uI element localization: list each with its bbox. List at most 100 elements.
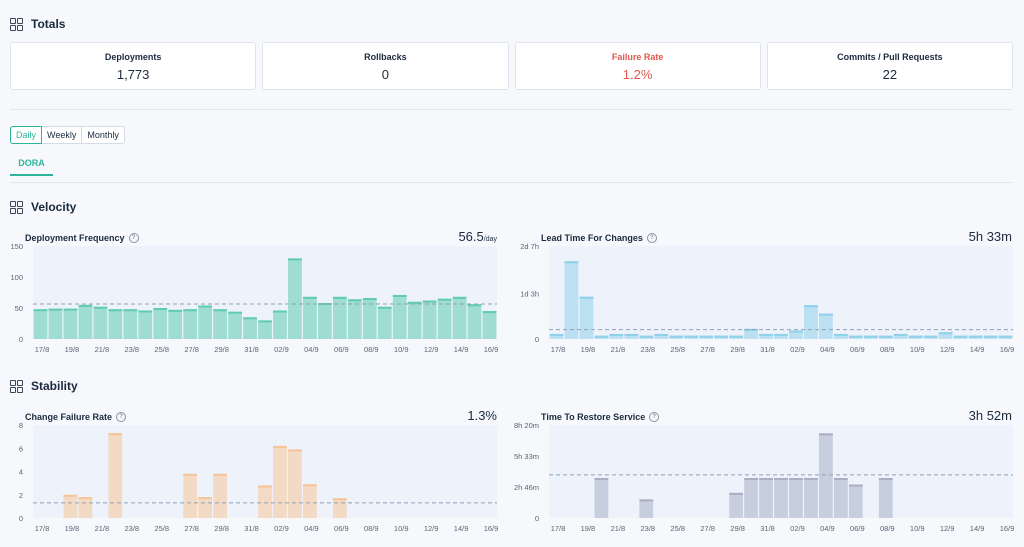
bar-cap — [332, 498, 347, 501]
stability-header: Stability — [10, 379, 78, 393]
x-tick-label: 04/9 — [820, 524, 835, 533]
bar[interactable] — [549, 333, 564, 339]
bar[interactable] — [878, 478, 893, 518]
bar[interactable] — [332, 498, 347, 518]
period-daily[interactable]: Daily — [10, 126, 43, 144]
bar[interactable] — [654, 333, 669, 339]
bar[interactable] — [33, 309, 48, 339]
bar[interactable] — [819, 313, 833, 339]
bar[interactable] — [168, 309, 183, 339]
bar-cap — [138, 310, 153, 313]
bar-cap — [759, 333, 773, 336]
help-icon[interactable]: ? — [649, 412, 660, 422]
bar[interactable] — [467, 304, 482, 339]
bar[interactable] — [63, 308, 78, 339]
bar[interactable] — [482, 311, 497, 339]
bar[interactable] — [789, 330, 803, 339]
help-icon[interactable]: ? — [128, 233, 139, 243]
bar[interactable] — [579, 296, 594, 339]
bar[interactable] — [273, 310, 287, 339]
bar[interactable] — [288, 258, 302, 339]
bar[interactable] — [362, 298, 377, 339]
y-tick-label: 2h 46m — [514, 483, 539, 492]
bar[interactable] — [407, 301, 422, 339]
bar[interactable] — [624, 333, 639, 339]
bar[interactable] — [153, 308, 168, 339]
bar-cap — [774, 478, 788, 481]
bar[interactable] — [804, 305, 818, 339]
bar[interactable] — [437, 298, 452, 339]
bar[interactable] — [123, 309, 138, 339]
bar-cap — [437, 298, 452, 301]
x-tick-label: 16/9 — [1000, 524, 1015, 533]
bar[interactable] — [48, 308, 63, 339]
bar[interactable] — [183, 309, 198, 339]
bar[interactable] — [893, 333, 908, 339]
bar[interactable] — [819, 433, 833, 518]
bar[interactable] — [303, 484, 317, 518]
bar[interactable] — [639, 499, 654, 518]
bar[interactable] — [452, 296, 467, 339]
bar[interactable] — [422, 300, 437, 339]
bar[interactable] — [804, 478, 818, 518]
bar[interactable] — [228, 311, 242, 339]
bar[interactable] — [392, 294, 407, 339]
bar[interactable] — [332, 296, 347, 339]
bar[interactable] — [108, 433, 123, 518]
bar[interactable] — [93, 306, 108, 339]
bar[interactable] — [774, 333, 788, 339]
bar[interactable] — [774, 478, 788, 518]
bar[interactable] — [609, 333, 624, 339]
bar[interactable] — [744, 328, 758, 339]
card-value: 22 — [882, 67, 898, 82]
x-tick-label: 16/9 — [484, 524, 499, 533]
bar[interactable] — [759, 333, 773, 339]
bar[interactable] — [108, 309, 123, 339]
bar[interactable] — [848, 484, 863, 518]
bar-cap — [258, 485, 272, 488]
bar[interactable] — [377, 306, 392, 339]
bar[interactable] — [273, 445, 287, 518]
bar[interactable] — [78, 497, 93, 518]
bar[interactable] — [138, 310, 153, 339]
bar-cap — [669, 335, 684, 338]
bar[interactable] — [183, 473, 198, 518]
help-icon[interactable]: ? — [116, 412, 127, 422]
chart-title: Change Failure Rate — [25, 412, 113, 422]
bar[interactable] — [317, 303, 332, 339]
bar[interactable] — [258, 320, 272, 339]
bar[interactable] — [63, 494, 78, 518]
bar[interactable] — [78, 304, 93, 339]
bar-cap — [303, 296, 317, 299]
bar[interactable] — [258, 485, 272, 518]
help-icon[interactable]: ? — [646, 233, 657, 243]
period-weekly[interactable]: Weekly — [42, 127, 83, 143]
bar-cap — [108, 309, 123, 312]
tab-dora[interactable]: DORA — [10, 158, 53, 176]
bar[interactable] — [833, 478, 848, 518]
velocity-title: Velocity — [31, 200, 77, 214]
bar[interactable] — [198, 497, 213, 518]
x-tick-label: 10/9 — [910, 524, 925, 533]
bar[interactable] — [833, 333, 848, 339]
bar[interactable] — [303, 296, 317, 339]
bar[interactable] — [759, 478, 773, 518]
bar[interactable] — [729, 492, 743, 518]
bar[interactable] — [213, 473, 227, 518]
x-tick-label: 27/8 — [700, 345, 715, 354]
bar[interactable] — [198, 305, 213, 339]
bar[interactable] — [243, 317, 257, 339]
bar-cap — [228, 311, 242, 314]
bar[interactable] — [213, 309, 227, 339]
bar[interactable] — [789, 478, 803, 518]
bar[interactable] — [288, 449, 302, 518]
bar[interactable] — [347, 299, 362, 339]
bar[interactable] — [594, 478, 609, 518]
bar[interactable] — [744, 478, 758, 518]
period-monthly[interactable]: Monthly — [87, 130, 119, 140]
bar-cap — [833, 478, 848, 481]
x-tick-label: 17/8 — [551, 524, 566, 533]
bar[interactable] — [564, 261, 579, 339]
bar-cap — [258, 320, 272, 323]
bar[interactable] — [938, 332, 953, 339]
